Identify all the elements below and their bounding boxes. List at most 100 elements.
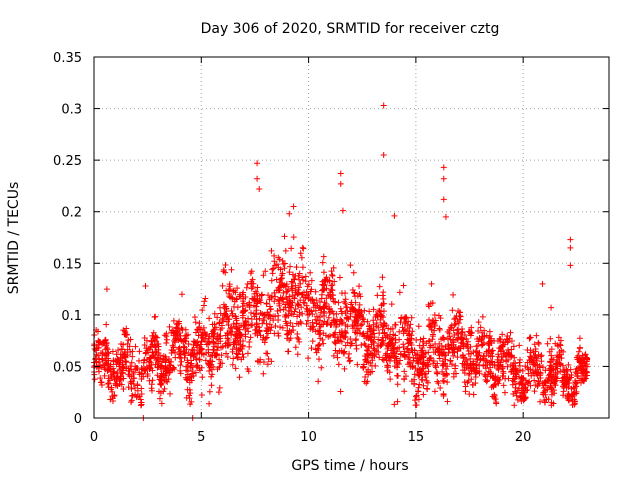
data-point xyxy=(459,328,466,335)
data-point xyxy=(548,356,555,363)
data-point xyxy=(264,309,271,316)
data-point xyxy=(440,175,447,182)
data-point xyxy=(288,245,295,252)
data-point xyxy=(418,354,425,361)
data-point xyxy=(103,344,110,351)
data-point xyxy=(486,333,493,340)
data-point xyxy=(182,338,189,345)
data-point xyxy=(332,298,339,305)
data-point xyxy=(194,326,201,333)
data-point xyxy=(334,334,341,341)
data-point xyxy=(420,382,427,389)
data-point xyxy=(300,299,307,306)
data-point xyxy=(351,290,358,297)
data-point xyxy=(414,350,421,357)
data-point xyxy=(271,298,278,305)
data-point xyxy=(115,359,122,366)
data-point xyxy=(352,299,359,306)
data-point xyxy=(416,381,423,388)
data-point xyxy=(224,353,231,360)
data-point xyxy=(122,358,129,365)
data-point xyxy=(229,310,236,317)
data-point xyxy=(391,212,398,219)
data-point xyxy=(295,272,302,279)
data-point xyxy=(426,323,433,330)
data-point xyxy=(242,333,249,340)
data-point xyxy=(313,313,320,320)
data-point xyxy=(275,312,282,319)
data-point xyxy=(561,366,568,373)
data-point xyxy=(234,285,241,292)
y-tick-label: 0.05 xyxy=(53,360,82,375)
data-point xyxy=(229,348,236,355)
data-point xyxy=(291,276,298,283)
data-point xyxy=(320,269,327,276)
data-point xyxy=(505,346,512,353)
data-point xyxy=(436,340,443,347)
data-point xyxy=(547,370,554,377)
data-point xyxy=(206,388,213,395)
data-point xyxy=(320,330,327,337)
data-point xyxy=(304,312,311,319)
data-point xyxy=(395,360,402,367)
data-point xyxy=(400,341,407,348)
data-point xyxy=(371,334,378,341)
x-axis-label: GPS time / hours xyxy=(291,458,408,474)
data-point xyxy=(446,346,453,353)
data-point xyxy=(363,358,370,365)
data-point xyxy=(166,366,173,373)
x-tick-label: 5 xyxy=(197,430,205,445)
data-point xyxy=(222,342,229,349)
data-point xyxy=(408,335,415,342)
data-point xyxy=(239,312,246,319)
data-point xyxy=(407,321,414,328)
data-point xyxy=(163,336,170,343)
data-point xyxy=(149,377,156,384)
data-point xyxy=(441,336,448,343)
data-point xyxy=(342,290,349,297)
data-point xyxy=(349,322,356,329)
data-point xyxy=(431,312,438,319)
data-point xyxy=(348,340,355,347)
data-point xyxy=(479,313,486,320)
data-point xyxy=(101,372,108,379)
data-point xyxy=(458,329,465,336)
data-point xyxy=(567,236,574,243)
data-point xyxy=(268,277,275,284)
data-point xyxy=(329,282,336,289)
data-point xyxy=(310,300,317,307)
data-point xyxy=(214,331,221,338)
data-point xyxy=(431,388,438,395)
data-point xyxy=(320,253,327,260)
data-point xyxy=(567,244,574,251)
data-point xyxy=(231,303,238,310)
data-point xyxy=(423,340,430,347)
data-point xyxy=(457,345,464,352)
data-point xyxy=(552,366,559,373)
data-point xyxy=(374,342,381,349)
data-point xyxy=(475,351,482,358)
data-point xyxy=(286,327,293,334)
data-point xyxy=(152,348,159,355)
data-point xyxy=(317,309,324,316)
data-point xyxy=(292,344,299,351)
data-point xyxy=(129,392,136,399)
data-point xyxy=(330,264,337,271)
data-point xyxy=(528,356,535,363)
data-point xyxy=(409,328,416,335)
data-point xyxy=(457,313,464,320)
data-point xyxy=(108,386,115,393)
data-point xyxy=(219,316,226,323)
data-point xyxy=(435,349,442,356)
y-tick-label: 0.2 xyxy=(61,206,82,221)
data-point xyxy=(548,399,555,406)
data-point xyxy=(131,375,138,382)
data-point xyxy=(290,203,297,210)
data-point xyxy=(290,234,297,241)
data-point xyxy=(207,364,214,371)
data-point xyxy=(387,331,394,338)
data-point xyxy=(330,310,337,317)
data-point xyxy=(555,334,562,341)
data-point xyxy=(567,366,574,373)
data-point xyxy=(247,334,254,341)
